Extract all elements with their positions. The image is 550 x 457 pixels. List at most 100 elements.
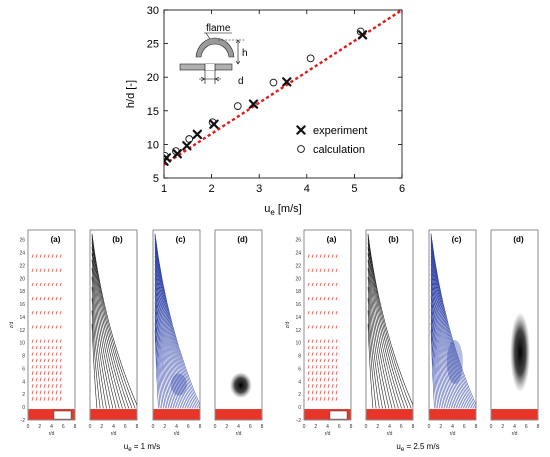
velocity-vector xyxy=(31,365,34,369)
velocity-vector xyxy=(331,325,334,329)
panel-x-tick-label: 8 xyxy=(199,424,202,430)
panel-y-tick-label: 24 xyxy=(295,251,301,257)
y-tick-label: 30 xyxy=(147,5,159,17)
panel-y-tick-label: 20 xyxy=(295,276,301,282)
velocity-vector xyxy=(55,390,58,395)
panel-x-tick-label: 0 xyxy=(89,424,92,430)
velocity-vector xyxy=(31,352,34,356)
velocity-vector xyxy=(59,371,62,376)
panel-x-tick-label: 6 xyxy=(400,424,403,430)
contour-line xyxy=(367,235,409,409)
velocity-vector xyxy=(327,383,330,388)
velocity-vector xyxy=(31,254,34,258)
velocity-vector xyxy=(47,296,50,301)
panel-x-tick-label: 2 xyxy=(38,424,41,430)
velocity-vector xyxy=(323,282,326,287)
velocity-vector xyxy=(315,352,318,356)
velocity-vector xyxy=(331,311,334,315)
panel-y-tick-label: 4 xyxy=(298,379,301,385)
velocity-vector xyxy=(47,345,50,350)
experiment-point xyxy=(192,129,203,140)
velocity-vector xyxy=(315,296,318,301)
burner-block xyxy=(429,409,476,420)
velocity-vector xyxy=(51,396,54,401)
velocity-vector xyxy=(335,377,338,382)
burner-inset-diagram: flame h d xyxy=(179,23,248,87)
velocity-vector xyxy=(39,325,42,329)
velocity-vector xyxy=(327,365,330,369)
velocity-vector xyxy=(39,268,42,272)
velocity-vector xyxy=(55,296,58,301)
velocity-vector xyxy=(35,325,38,329)
velocity-vector xyxy=(39,345,42,350)
panel-frame xyxy=(89,229,138,421)
velocity-vector xyxy=(335,352,338,356)
velocity-vector xyxy=(323,352,326,356)
panel-x-tick-label: 2 xyxy=(225,424,228,430)
contour-line xyxy=(430,289,446,409)
contour-line xyxy=(154,278,173,409)
plot-frame xyxy=(163,9,403,179)
velocity-vector xyxy=(39,296,42,301)
experiment-point xyxy=(357,30,368,40)
experiment-point xyxy=(182,141,192,151)
panel-label: (c) xyxy=(176,235,186,244)
calculation-point xyxy=(185,135,194,143)
contour-line xyxy=(430,295,444,409)
velocity-vector xyxy=(31,311,34,315)
velocity-vector xyxy=(35,390,38,395)
panel-y-tick-label: 18 xyxy=(295,289,301,295)
panel-y-tick-label: 10 xyxy=(295,341,301,347)
panel-y-tick-label: 26 xyxy=(19,238,25,244)
velocity-vector xyxy=(335,365,338,369)
velocity-vector xyxy=(327,282,330,287)
contour-line xyxy=(91,298,104,409)
panel-y-tick-label: 22 xyxy=(19,263,25,269)
velocity-vector xyxy=(335,254,338,258)
velocity-vector xyxy=(307,296,310,301)
panel-x-tick-label: 2 xyxy=(376,424,379,430)
panel-y-tick-label: 8 xyxy=(22,354,25,360)
velocity-vector xyxy=(31,345,34,350)
velocity-vector xyxy=(323,311,326,315)
velocity-vector xyxy=(327,352,330,356)
velocity-vector xyxy=(59,365,62,369)
panel-y-tick-label: 10 xyxy=(19,341,25,347)
panel-x-tick-label: 8 xyxy=(475,424,478,430)
velocity-vector xyxy=(43,390,46,395)
velocity-vector xyxy=(331,352,334,356)
contour-line xyxy=(154,252,183,409)
main-chart: 5 10 15 20 25 30 1 2 3 4 5 6 h/d [-] ue [m/s] flame… xyxy=(125,5,405,217)
velocity-vector xyxy=(55,377,58,382)
velocity-vector xyxy=(311,339,314,343)
contour-line xyxy=(154,315,163,409)
experiment-point xyxy=(164,153,172,163)
velocity-vector xyxy=(55,311,58,315)
inset-h-label: h xyxy=(242,48,248,59)
velocity-vector xyxy=(327,296,330,301)
velocity-vector xyxy=(47,282,50,287)
velocity-vector xyxy=(47,396,50,401)
velocity-vector xyxy=(51,325,54,329)
panel-x-axis-label: r/d xyxy=(174,431,180,437)
velocity-vector xyxy=(307,254,310,258)
velocity-vector xyxy=(51,383,54,388)
velocity-vector xyxy=(323,268,326,272)
panel-x-tick-label: 8 xyxy=(412,424,415,430)
panel-x-tick-label: 2 xyxy=(439,424,442,430)
velocity-vector xyxy=(47,325,50,329)
panel-y-tick-label: 2 xyxy=(298,392,301,398)
panel-x-tick-label: 4 xyxy=(237,424,240,430)
velocity-vector xyxy=(331,371,334,376)
velocity-vector xyxy=(39,371,42,376)
panel-x-tick-label: 6 xyxy=(338,424,341,430)
velocity-vector xyxy=(31,396,34,401)
velocity-vector xyxy=(331,296,334,301)
velocity-vector xyxy=(51,390,54,395)
sim-panel-b: (b) 0 2 4 6 8 r/d xyxy=(365,229,415,437)
panel-x-tick-label: 6 xyxy=(62,424,65,430)
velocity-vector xyxy=(311,325,314,329)
velocity-vector xyxy=(335,296,338,301)
contour-line xyxy=(430,273,451,409)
panel-y-tick-label: -2 xyxy=(297,418,302,424)
